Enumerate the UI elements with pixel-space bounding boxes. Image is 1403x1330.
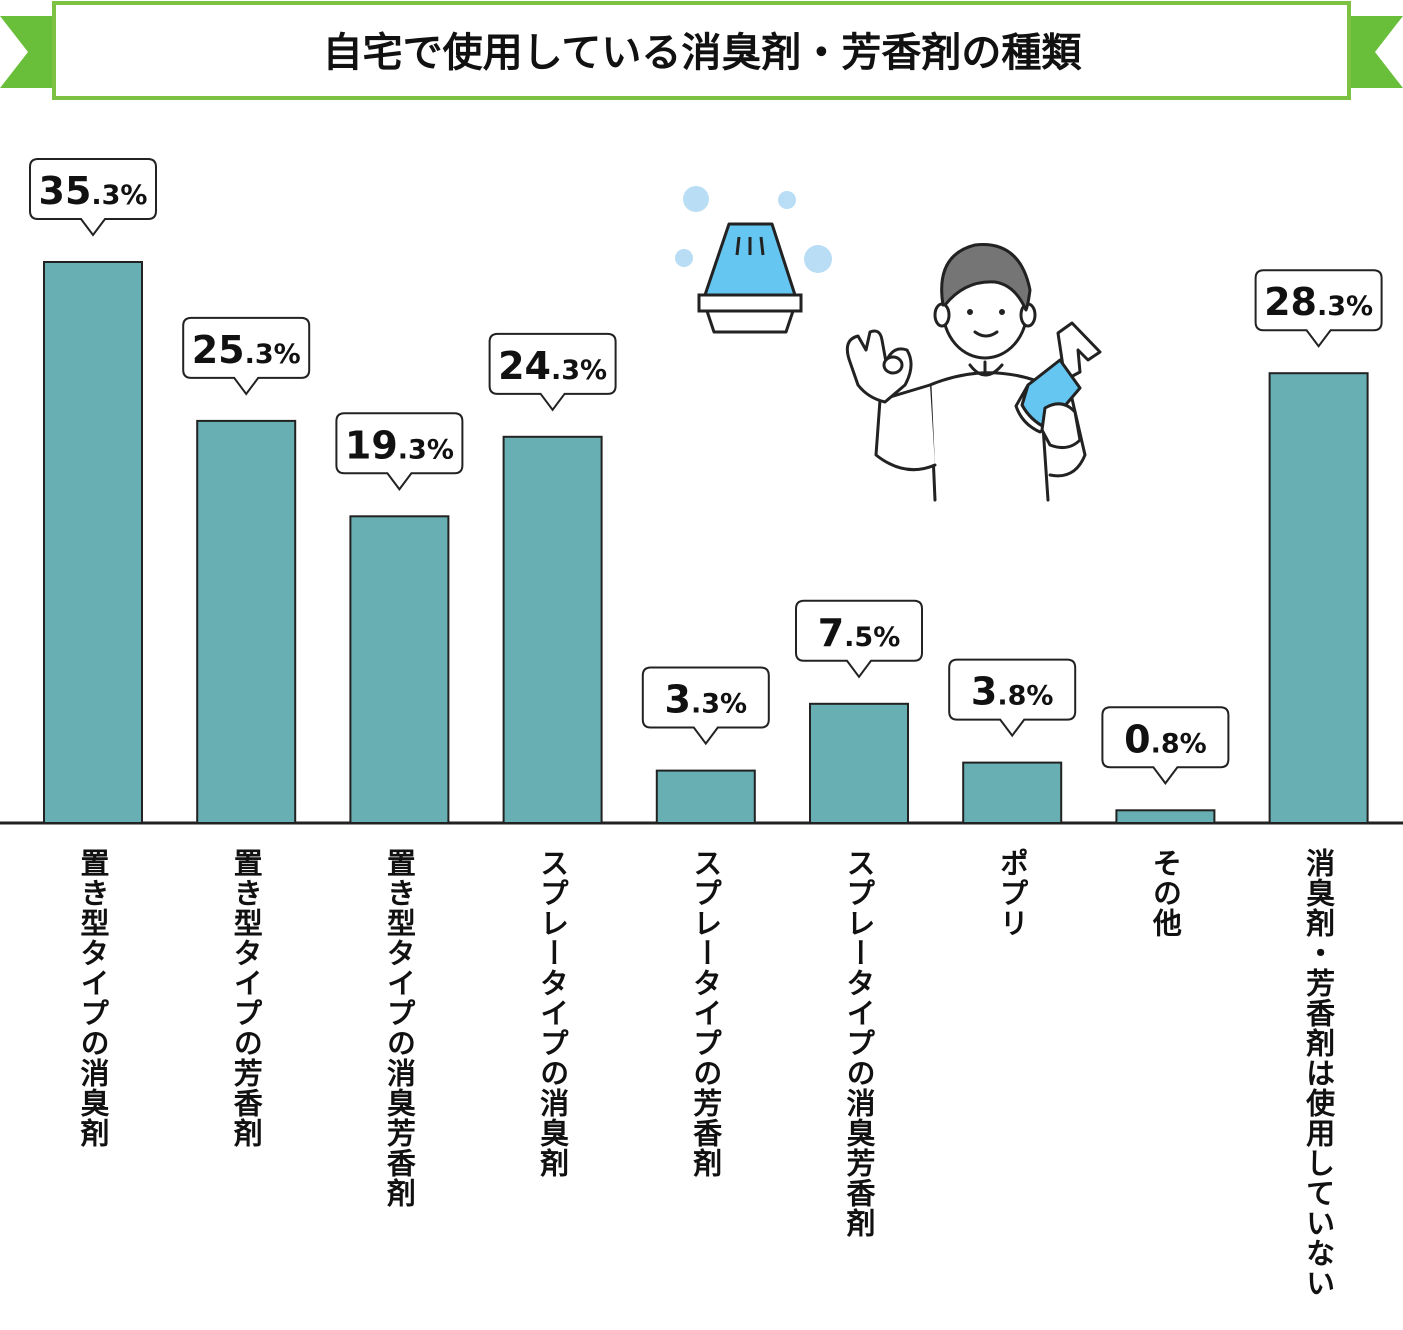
bar-5 — [655, 769, 756, 824]
bar-9 — [1268, 372, 1369, 824]
value-callout-6 — [795, 599, 923, 679]
value-callout-4 — [488, 332, 617, 412]
value-label-9: 28.3% — [1264, 280, 1373, 324]
air-freshener-icon — [675, 186, 832, 334]
bar-8 — [1115, 809, 1216, 824]
bar-2 — [196, 419, 297, 824]
category-label-3: 置き型タイプの消臭芳香剤 — [382, 848, 417, 1208]
bar-7 — [962, 761, 1063, 824]
value-label-8: 0.8% — [1124, 717, 1207, 761]
bar-6 — [809, 702, 909, 824]
ribbon-left — [0, 16, 58, 88]
ribbon-right — [1345, 16, 1403, 88]
bar-1 — [43, 261, 143, 824]
value-label-5: 3.3% — [665, 678, 748, 722]
value-label-7: 3.8% — [971, 670, 1054, 714]
bar-4 — [502, 435, 603, 824]
bar-3 — [349, 515, 450, 824]
category-label-2: 置き型タイプの芳香剤 — [229, 848, 264, 1148]
value-label-2: 25.3% — [192, 328, 301, 372]
value-callout-7 — [948, 658, 1077, 738]
value-callout-1 — [29, 158, 157, 237]
category-label-5: スプレータイプの芳香剤 — [688, 848, 723, 1178]
title-box — [52, 1, 1351, 100]
title-banner: 自宅で使用している消臭剤・芳香剤の種類 — [0, 1, 1403, 100]
value-callout-3 — [335, 412, 464, 491]
value-callout-8 — [1101, 706, 1230, 785]
value-label-4: 24.3% — [498, 344, 607, 388]
value-callout-5 — [641, 666, 770, 746]
category-label-1: 置き型タイプの消臭剤 — [76, 848, 110, 1148]
category-label-7: ポプリ — [995, 848, 1030, 938]
value-callout-2 — [182, 316, 311, 396]
category-label-8: その他 — [1148, 848, 1183, 938]
value-label-6: 7.5% — [818, 611, 901, 655]
value-label-1: 35.3% — [39, 169, 148, 213]
category-label-6: スプレータイプの消臭芳香剤 — [842, 848, 876, 1238]
chart-title: 自宅で使用している消臭剤・芳香剤の種類 — [323, 30, 1083, 76]
person-with-spray-bottle-icon — [845, 243, 1102, 502]
category-label-4: スプレータイプの消臭剤 — [535, 848, 570, 1178]
value-callout-9 — [1254, 269, 1383, 348]
category-label-9: 消臭剤・芳香剤は使用していない — [1301, 848, 1336, 1298]
value-label-3: 19.3% — [345, 423, 454, 467]
